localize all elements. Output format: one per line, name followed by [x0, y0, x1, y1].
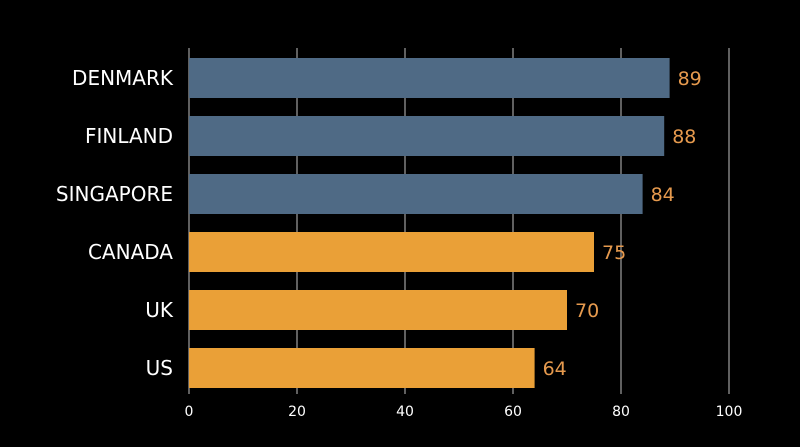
value-label: 84 — [651, 184, 675, 206]
bar — [189, 348, 535, 388]
category-labels: DENMARK FINLAND SINGAPORE CANADA UK US — [56, 66, 174, 380]
bar — [189, 116, 665, 156]
bar — [189, 58, 670, 98]
category-label: FINLAND — [85, 124, 173, 148]
category-label: SINGAPORE — [56, 182, 173, 206]
category-label: DENMARK — [72, 66, 174, 90]
value-labels: 89 88 84 75 70 64 — [543, 68, 702, 380]
x-tick-label: 60 — [504, 404, 522, 420]
bars — [189, 58, 670, 388]
x-tick-label: 100 — [716, 404, 743, 420]
value-label: 64 — [543, 358, 567, 380]
bar — [189, 232, 594, 272]
value-label: 75 — [602, 242, 626, 264]
category-label: US — [146, 356, 173, 380]
value-label: 89 — [678, 68, 702, 90]
x-tick-label: 0 — [185, 404, 194, 420]
category-label: UK — [145, 298, 174, 322]
category-label: CANADA — [88, 240, 173, 264]
x-tick-label: 20 — [288, 404, 306, 420]
value-label: 88 — [672, 126, 696, 148]
bar — [189, 174, 643, 214]
x-axis-ticks: 0 20 40 60 80 100 — [185, 404, 743, 420]
x-tick-label: 80 — [612, 404, 630, 420]
bar — [189, 290, 567, 330]
gridlines — [188, 48, 730, 394]
value-label: 70 — [575, 300, 599, 322]
x-tick-label: 40 — [396, 404, 414, 420]
